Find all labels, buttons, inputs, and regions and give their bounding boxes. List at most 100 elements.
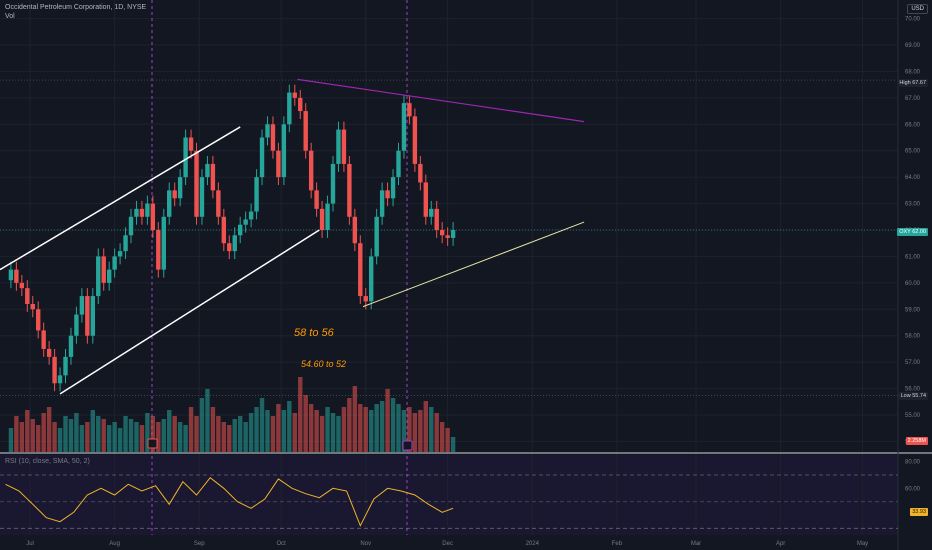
volume-bar xyxy=(303,395,308,452)
candle xyxy=(450,222,456,246)
candle xyxy=(385,182,390,207)
candle-body xyxy=(298,97,303,112)
volume-bar xyxy=(450,437,456,452)
price-tick-label: 68.00 xyxy=(905,69,921,75)
last-price-tag: OXY 62.00 xyxy=(897,228,928,236)
candle-body xyxy=(216,190,221,217)
time-tick-label: Jul xyxy=(26,541,34,547)
volume-bar xyxy=(172,416,177,452)
volume-bar xyxy=(385,389,390,452)
candle xyxy=(439,222,445,244)
volume-bar xyxy=(63,416,68,452)
candle xyxy=(221,208,227,252)
target-annotation-1: 58 to 56 xyxy=(294,327,334,339)
volume-bar xyxy=(205,389,210,452)
candle-body xyxy=(177,177,183,199)
candle xyxy=(52,348,57,392)
volume-bar xyxy=(14,416,19,452)
low-value: 55.74 xyxy=(912,393,926,399)
volume-bar xyxy=(188,407,194,452)
candle-body xyxy=(205,163,210,178)
candle-body xyxy=(156,230,161,270)
candle xyxy=(390,169,396,207)
volume-bar xyxy=(270,416,276,452)
volume-bar xyxy=(287,401,292,452)
volume-bar xyxy=(145,413,150,452)
candle-body xyxy=(358,243,363,297)
candle-body xyxy=(19,282,25,289)
candle-body xyxy=(227,243,232,252)
price-tick-label: 57.00 xyxy=(905,360,921,366)
candle-body xyxy=(210,163,216,191)
volume-bar xyxy=(36,425,41,452)
target-annotation-2: 54.60 to 52 xyxy=(301,359,347,369)
channel-lower-line xyxy=(59,229,320,395)
volume-tag: 2.258M xyxy=(905,437,928,445)
candle-body xyxy=(90,296,96,336)
volume-bar xyxy=(336,416,341,452)
high-value: 67.67 xyxy=(912,80,926,86)
candle-body xyxy=(8,269,14,281)
volume-bar xyxy=(134,422,139,452)
candle-body xyxy=(46,348,52,357)
volume-bar xyxy=(341,407,347,452)
candle-body xyxy=(68,335,74,357)
volume-bar xyxy=(390,398,396,452)
candle xyxy=(210,156,216,199)
volume-label: Vol xyxy=(5,13,15,20)
earnings-marker xyxy=(147,438,158,449)
candle-body xyxy=(248,211,254,220)
candle-body xyxy=(74,314,79,336)
candle-body xyxy=(336,129,341,164)
candle xyxy=(145,195,150,225)
candle xyxy=(341,121,347,172)
candle-body xyxy=(188,137,194,151)
price-tick-label: 60.00 xyxy=(905,281,921,287)
volume-bar xyxy=(90,410,96,452)
price-tick-label: 66.00 xyxy=(905,122,921,128)
price-tick-label: 55.00 xyxy=(905,413,921,419)
volume-bar xyxy=(177,422,183,452)
currency-badge[interactable]: USD xyxy=(907,4,928,14)
volume-bar xyxy=(396,404,401,452)
volume-bar xyxy=(434,413,439,452)
candle xyxy=(79,288,85,323)
candle-body xyxy=(221,216,227,244)
volume-bar xyxy=(445,428,450,452)
candle xyxy=(265,116,270,146)
candle-body xyxy=(128,216,134,236)
candle-body xyxy=(450,230,456,238)
volume-bar xyxy=(194,416,199,452)
candle xyxy=(237,216,243,244)
volume-bar xyxy=(41,413,46,452)
volume-bar xyxy=(68,419,74,452)
candle-body xyxy=(79,296,85,315)
candle xyxy=(30,296,35,318)
candle-body xyxy=(379,190,385,217)
candle-body xyxy=(150,203,156,230)
candle xyxy=(243,211,248,233)
time-tick-label: Feb xyxy=(612,541,623,547)
volume-bar xyxy=(128,419,134,452)
candle-body xyxy=(57,375,63,384)
price-tick-label: 59.00 xyxy=(905,307,921,313)
candle xyxy=(74,306,79,344)
candle xyxy=(308,142,314,199)
volume-bar xyxy=(429,407,434,452)
volume-bar xyxy=(74,413,79,452)
time-tick-label: Oct xyxy=(276,541,286,547)
time-tick-label: Aug xyxy=(109,541,120,547)
candle-body xyxy=(101,256,106,283)
volume-bar xyxy=(379,401,385,452)
candle-body xyxy=(134,208,139,217)
volume-bar xyxy=(57,428,63,452)
candle-body xyxy=(145,203,150,217)
candle xyxy=(36,301,41,339)
candle xyxy=(330,156,336,212)
candle-body xyxy=(347,163,352,217)
candle xyxy=(298,89,303,119)
candle-body xyxy=(439,230,445,236)
price-tick-label: 69.00 xyxy=(905,43,921,49)
volume-bar xyxy=(237,416,243,452)
